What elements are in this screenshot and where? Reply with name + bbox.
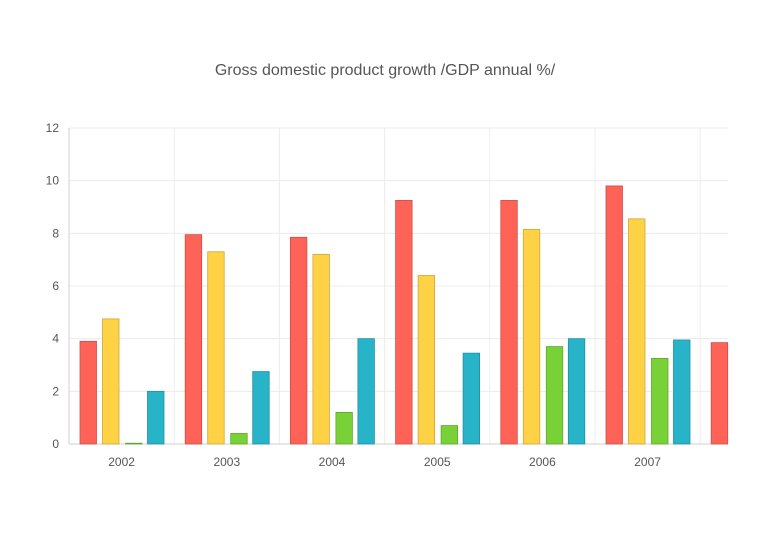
- bar-series-3-2002: [125, 442, 143, 445]
- bar-series-2-2002: [102, 318, 120, 445]
- y-tick-label: 0: [52, 437, 59, 451]
- y-tick-label: 12: [46, 121, 60, 135]
- bar-partial-next-category: [710, 342, 729, 445]
- bar-series-4-2002: [147, 390, 165, 445]
- x-tick-label: 2006: [529, 455, 556, 469]
- bar-series-3-2003: [230, 433, 248, 445]
- chart-title: Gross domestic product growth /GDP annua…: [214, 62, 556, 79]
- x-tick-label: 2002: [108, 455, 135, 469]
- bar-series-3-2006: [545, 346, 564, 445]
- bar-series-3-2004: [335, 411, 353, 445]
- bar-series-2-2005: [417, 275, 436, 445]
- x-tick-label: 2004: [319, 455, 346, 469]
- bar-series-2-2003: [207, 251, 225, 445]
- y-tick-label: 2: [52, 384, 59, 398]
- bar-series-4-2007: [673, 339, 691, 445]
- bar-series-3-2005: [440, 425, 459, 445]
- y-tick-label: 4: [52, 332, 59, 346]
- bar-series-1-2006: [500, 200, 518, 445]
- bar-series-4-2004: [357, 338, 375, 445]
- bar-series-2-2007: [628, 218, 646, 445]
- bar-series-1-2005: [395, 200, 413, 445]
- bar-series-4-2005: [462, 352, 481, 445]
- x-tick-label: 2003: [213, 455, 240, 469]
- y-tick-label: 10: [46, 174, 60, 188]
- bar-series-2-2004: [312, 253, 330, 445]
- y-tick-label: 8: [52, 226, 59, 240]
- x-tick-label: 2005: [424, 455, 451, 469]
- y-tick-label: 6: [52, 279, 59, 293]
- bar-series-1-2007: [605, 185, 623, 445]
- bar-series-1-2004: [289, 236, 308, 445]
- bar-series-1-2002: [79, 340, 97, 445]
- bar-series-1-2003: [184, 234, 203, 445]
- x-tick-label: 2007: [634, 455, 661, 469]
- bar-series-2-2006: [522, 228, 541, 445]
- bar-series-4-2003: [252, 371, 270, 445]
- bar-series-4-2006: [567, 338, 586, 445]
- bar-series-3-2007: [651, 358, 669, 445]
